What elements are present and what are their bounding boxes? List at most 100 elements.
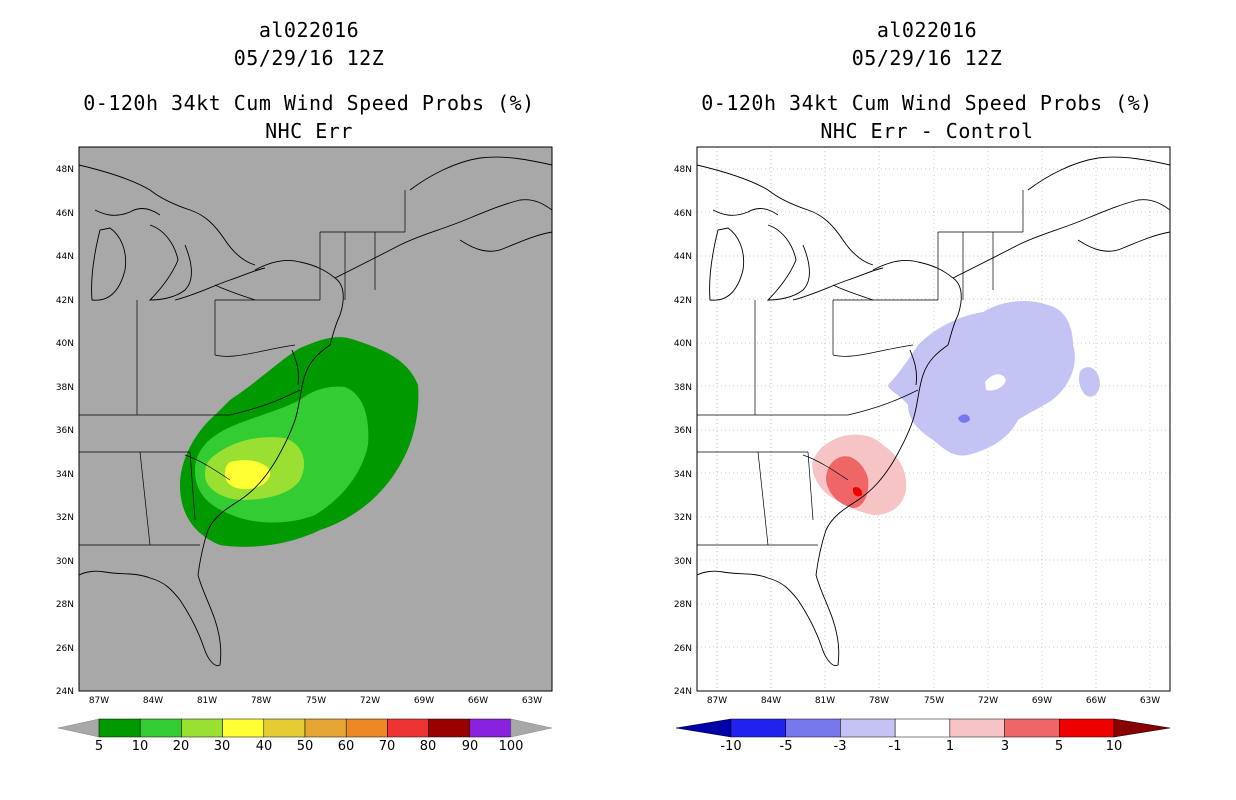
colorbar-label: -3: [834, 739, 847, 754]
lat-label: 42N: [56, 296, 74, 306]
contour-30-40: [225, 460, 271, 490]
left-colorbar-over-arrow: [510, 718, 553, 738]
lat-label: 34N: [56, 470, 74, 480]
colorbar-label: 100: [499, 739, 524, 754]
colorbar-label: 10: [1106, 739, 1123, 754]
lon-label: 87W: [89, 696, 109, 706]
colorbar-label: 40: [256, 739, 273, 754]
lon-label: 81W: [197, 696, 217, 706]
left-lon-axis: 87W 84W 81W 78W 75W 72W 69W 66W 63W: [89, 696, 542, 706]
colorbar-label: 3: [1001, 739, 1009, 754]
colorbar-swatch: [894, 718, 951, 738]
left-panel: al022016 05/29/16 12Z 0-120h 34kt Cum Wi…: [56, 18, 553, 754]
right-map-svg: 48N 46N 44N 42N 40N 38N 36N 34N 32N 30N …: [674, 146, 1171, 754]
lon-label: 78W: [251, 696, 271, 706]
lon-label: 72W: [360, 696, 380, 706]
lon-label: 84W: [143, 696, 163, 706]
right-product-title: 0-120h 34kt Cum Wind Speed Probs (%): [701, 91, 1153, 115]
lon-label: 78W: [869, 696, 889, 706]
lon-label: 63W: [522, 696, 542, 706]
contour-neg-light-east: [1078, 367, 1100, 397]
right-lat-axis: 48N 46N 44N 42N 40N 38N 36N 34N 32N 30N …: [674, 165, 692, 697]
lat-label: 42N: [674, 296, 692, 306]
lon-label: 72W: [978, 696, 998, 706]
right-colorbar-over-arrow: [1113, 718, 1171, 738]
right-map-frame: [696, 146, 1171, 692]
colorbar-label: 30: [214, 739, 231, 754]
lon-label: 75W: [924, 696, 944, 706]
left-date: 05/29/16 12Z: [233, 46, 385, 70]
lon-label: 81W: [815, 696, 835, 706]
lon-label: 63W: [1140, 696, 1160, 706]
colorbar-label: -1: [889, 739, 902, 754]
lat-label: 30N: [56, 557, 74, 567]
lat-label: 48N: [56, 165, 74, 175]
colorbar-swatch: [98, 718, 141, 738]
left-colorbar: 5 10 20 30 40 50 60 70 80 90 100: [57, 718, 553, 754]
lat-label: 46N: [674, 209, 692, 219]
colorbar-label: -10: [720, 739, 741, 754]
right-subtitle: NHC Err - Control: [820, 119, 1034, 143]
colorbar-label: 1: [946, 739, 954, 754]
contour-neg-hole: [985, 374, 1006, 391]
lon-label: 84W: [761, 696, 781, 706]
lat-label: 40N: [56, 339, 74, 349]
lat-label: 26N: [674, 644, 692, 654]
lat-label: 26N: [56, 644, 74, 654]
lat-label: 40N: [674, 339, 692, 349]
colorbar-swatch: [730, 718, 786, 738]
lat-label: 48N: [674, 165, 692, 175]
colorbar-swatch: [428, 718, 471, 738]
lat-label: 32N: [674, 513, 692, 523]
colorbar-label: 70: [379, 739, 396, 754]
colorbar-label: 90: [462, 739, 479, 754]
left-coastlines: [79, 156, 552, 667]
colorbar-label: 60: [338, 739, 355, 754]
lat-label: 28N: [56, 600, 74, 610]
lon-label: 69W: [414, 696, 434, 706]
colorbar-label: 10: [132, 739, 149, 754]
colorbar-swatch: [949, 718, 1005, 738]
left-product-title: 0-120h 34kt Cum Wind Speed Probs (%): [83, 91, 535, 115]
colorbar-swatch: [1004, 718, 1060, 738]
right-colorbar-under-arrow: [675, 718, 732, 738]
colorbar-swatch: [785, 718, 841, 738]
right-state-borders: [697, 190, 1024, 546]
left-state-borders: [79, 190, 406, 546]
colorbar-label: 50: [297, 739, 314, 754]
lon-label: 75W: [306, 696, 326, 706]
colorbar-label: 80: [420, 739, 437, 754]
colorbar-swatch: [222, 718, 265, 738]
lat-label: 46N: [56, 209, 74, 219]
colorbar-swatch: [139, 718, 182, 738]
right-lon-axis: 87W 84W 81W 78W 75W 72W 69W 66W 63W: [707, 696, 1160, 706]
left-lat-axis: 48N 46N 44N 42N 40N 38N 36N 34N 32N 30N …: [56, 165, 74, 697]
lon-label: 66W: [1086, 696, 1106, 706]
contour-neg-light: [888, 300, 1075, 456]
colorbar-swatch: [304, 718, 347, 738]
left-map-frame: [78, 146, 553, 692]
lat-label: 44N: [56, 252, 74, 262]
colorbar-swatch: [345, 718, 388, 738]
lat-label: 38N: [674, 383, 692, 393]
lat-label: 32N: [56, 513, 74, 523]
colorbar-swatch: [387, 718, 429, 738]
colorbar-swatch: [840, 718, 896, 738]
lat-label: 34N: [674, 470, 692, 480]
left-map-svg: 48N 46N 44N 42N 40N 38N 36N 34N 32N 30N …: [56, 146, 553, 754]
lat-label: 44N: [674, 252, 692, 262]
lon-label: 87W: [707, 696, 727, 706]
colorbar-swatch: [1059, 718, 1115, 738]
contour-pos-strong: [852, 487, 863, 497]
lat-label: 36N: [674, 426, 692, 436]
colorbar-swatch: [469, 718, 512, 738]
lat-label: 36N: [56, 426, 74, 436]
right-panel: al022016 05/29/16 12Z 0-120h 34kt Cum Wi…: [618, 0, 1236, 800]
left-subtitle: NHC Err: [265, 119, 353, 143]
colorbar-label: 5: [95, 739, 103, 754]
colorbar-label: 20: [173, 739, 190, 754]
contour-neg-medium: [958, 414, 970, 423]
right-storm-id: al022016: [876, 18, 978, 42]
colorbar-swatch: [263, 718, 306, 738]
left-colorbar-under-arrow: [57, 718, 100, 738]
